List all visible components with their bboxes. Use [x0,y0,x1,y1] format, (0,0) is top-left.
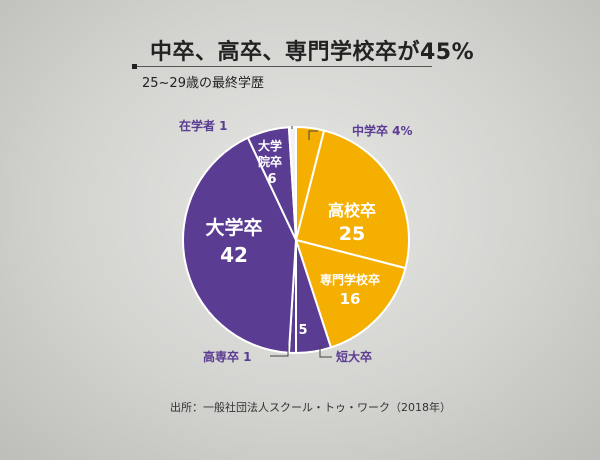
slice-value: 16 [340,290,361,308]
chart-title: 中卒、高卒、専門学校卒が45% [150,40,475,65]
pie-slice [295,129,410,270]
slice-label: 院卒 [258,154,282,169]
slice-label: 専門学校卒 [320,272,380,287]
pie-slice [295,239,407,349]
slice-value: 5 [298,323,307,338]
source-note: 出所：一般社団法人スクール・トゥ・ワーク（2018年） [170,401,451,414]
chart-subtitle: 25~29歳の最終学歴 [142,76,264,91]
title-rule [132,66,432,67]
leader-line [270,345,289,357]
slice-value: 6 [267,172,276,187]
slice-label: 大学卒 [205,216,262,239]
outer-label: 短大卒 [336,349,372,364]
outer-label: 高専卒 1 [203,349,252,364]
outer-label: 中学卒 4% [352,123,413,138]
leader-line [308,130,318,140]
outer-label: 在学者 1 [179,118,228,133]
slice-label: 大学 [258,138,282,153]
leader-line [319,345,332,358]
pie-slice [182,136,297,354]
slice-value: 25 [339,223,365,245]
slice-value: 42 [220,243,248,267]
slice-label: 高校卒 [328,201,376,220]
subtitle-marker [132,64,137,69]
